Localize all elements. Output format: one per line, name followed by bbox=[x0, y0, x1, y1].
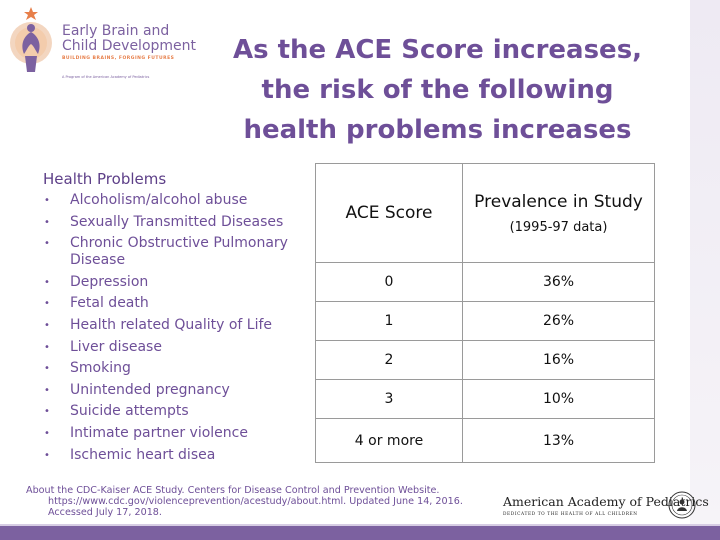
citation: About the CDC-Kaiser ACE Study. Centers … bbox=[26, 485, 463, 518]
table-header-row: ACE Score Prevalence in Study (1995-97 d… bbox=[315, 163, 655, 263]
ace-score-cell: 2 bbox=[315, 340, 463, 380]
prevalence-cell: 13% bbox=[462, 418, 655, 463]
health-problems-heading: Health Problems bbox=[43, 170, 167, 188]
list-item: • Alcoholism/alcohol abuse bbox=[44, 192, 248, 208]
list-item: • Sexually Transmitted Diseases bbox=[44, 213, 284, 230]
aap-seal-icon bbox=[668, 491, 696, 519]
list-item: • Fetal death bbox=[44, 295, 149, 312]
ebcd-logo: Early Brain and Child Development BUILDI… bbox=[6, 6, 206, 80]
ace-prevalence-table: ACE Score Prevalence in Study (1995-97 d… bbox=[315, 163, 655, 463]
aap-logo: American Academy of Pediatrics DEDICATED… bbox=[503, 494, 709, 517]
ace-score-header: ACE Score bbox=[315, 163, 463, 263]
table-row: 4 or more 13% bbox=[315, 418, 655, 463]
prevalence-cell: 26% bbox=[462, 301, 655, 341]
table-row: 2 16% bbox=[315, 340, 655, 380]
list-item: • Suicide attempts bbox=[44, 403, 189, 420]
list-item: • Intimate partner violence bbox=[44, 424, 248, 441]
child-figure-icon bbox=[10, 7, 52, 72]
table-row: 1 26% bbox=[315, 301, 655, 341]
logo-title: Early Brain and Child Development bbox=[62, 23, 197, 54]
slide-title: As the ACE Score increases, the risk of … bbox=[232, 35, 643, 145]
ace-score-cell: 4 or more bbox=[315, 418, 463, 463]
list-item: • Chronic Obstructive Pulmonary Disease bbox=[44, 235, 288, 269]
list-item: • Unintended pregnancy bbox=[44, 381, 230, 398]
footer-divider bbox=[0, 524, 720, 526]
prevalence-cell: 10% bbox=[462, 379, 655, 419]
list-item: • Ischemic heart disea bbox=[44, 446, 216, 463]
list-item: • Smoking bbox=[44, 360, 131, 377]
prevalence-subheader: (1995-97 data) bbox=[509, 219, 608, 235]
decorative-stripe bbox=[690, 0, 720, 540]
ace-score-cell: 1 bbox=[315, 301, 463, 341]
ace-score-cell: 3 bbox=[315, 379, 463, 419]
table-row: 3 10% bbox=[315, 379, 655, 419]
prevalence-cell: 36% bbox=[462, 262, 655, 302]
aap-name: American Academy of Pediatrics bbox=[503, 494, 709, 509]
logo-tagline: BUILDING BRAINS, FORGING FUTURES bbox=[62, 56, 175, 61]
footer-bar bbox=[0, 526, 720, 540]
list-item: • Depression bbox=[44, 273, 149, 290]
health-problems-list: • Alcoholism/alcohol abuse • Sexually Tran… bbox=[44, 192, 324, 468]
prevalence-cell: 16% bbox=[462, 340, 655, 380]
logo-subtitle: A Program of the American Academy of Ped… bbox=[62, 75, 150, 79]
ace-score-cell: 0 bbox=[315, 262, 463, 302]
list-item: • Liver disease bbox=[44, 338, 162, 355]
table-row: 0 36% bbox=[315, 262, 655, 302]
prevalence-header: Prevalence in Study (1995-97 data) bbox=[462, 163, 655, 263]
aap-tagline: DEDICATED TO THE HEALTH OF ALL CHILDREN bbox=[503, 512, 638, 517]
list-item: • Health related Quality of Life bbox=[44, 316, 273, 333]
